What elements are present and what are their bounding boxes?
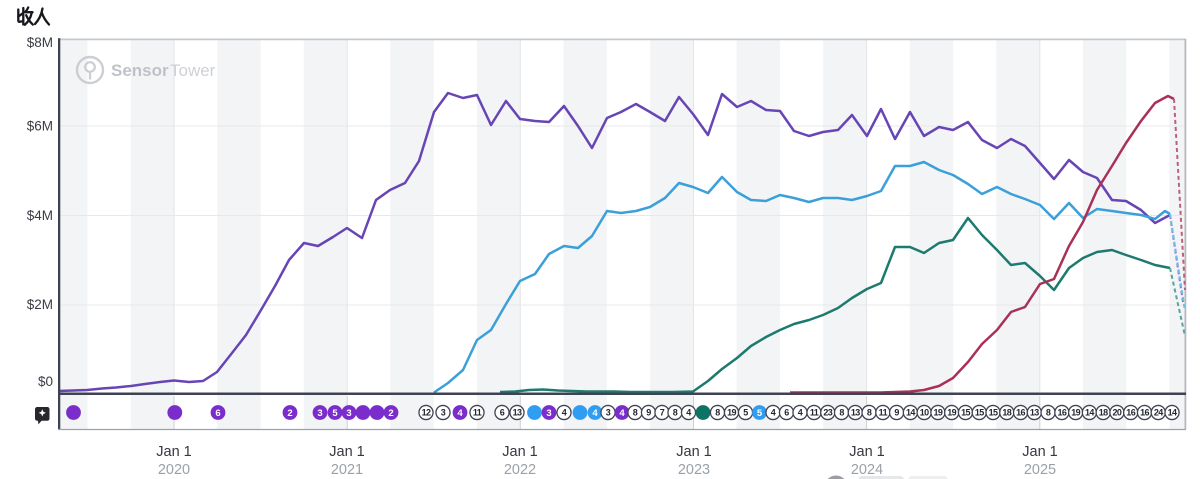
svg-text:20: 20 [1113, 408, 1122, 418]
svg-text:8: 8 [839, 408, 844, 418]
svg-text:Jan 1: Jan 1 [502, 444, 537, 460]
svg-text:4: 4 [562, 408, 567, 418]
svg-text:23: 23 [823, 408, 832, 418]
svg-text:7: 7 [660, 408, 665, 418]
svg-text:16: 16 [1126, 408, 1135, 418]
svg-text:2021: 2021 [331, 462, 363, 478]
svg-text:16: 16 [1140, 408, 1149, 418]
svg-text:$8M: $8M [27, 35, 53, 50]
svg-text:15: 15 [989, 408, 998, 418]
svg-text:Jan 1: Jan 1 [329, 444, 364, 460]
svg-text:$2M: $2M [27, 297, 53, 312]
svg-text:4: 4 [798, 408, 803, 418]
svg-text:$4M: $4M [27, 208, 53, 223]
svg-text:2020: 2020 [158, 462, 190, 478]
svg-text:19: 19 [947, 408, 956, 418]
svg-text:18: 18 [1002, 408, 1011, 418]
svg-text:3: 3 [346, 408, 351, 419]
svg-text:2022: 2022 [504, 462, 536, 478]
svg-text:8: 8 [1046, 408, 1051, 418]
svg-text:13: 13 [513, 408, 522, 418]
svg-text:15: 15 [975, 408, 984, 418]
svg-text:4: 4 [619, 408, 625, 419]
svg-text:11: 11 [879, 408, 888, 418]
svg-text:4: 4 [771, 408, 776, 418]
svg-text:5: 5 [757, 408, 763, 419]
svg-text:11: 11 [473, 408, 482, 418]
svg-text:Jan 1: Jan 1 [1022, 444, 1057, 460]
svg-text:14: 14 [1168, 408, 1177, 418]
svg-text:19: 19 [934, 408, 943, 418]
svg-text:8: 8 [633, 408, 638, 418]
svg-text:12: 12 [422, 408, 431, 418]
svg-text:$6M: $6M [27, 119, 53, 134]
svg-text:Tower: Tower [170, 61, 216, 80]
svg-text:2: 2 [388, 408, 393, 419]
svg-text:Jan 1: Jan 1 [156, 444, 191, 460]
svg-text:3: 3 [441, 408, 446, 418]
svg-text:4: 4 [457, 408, 463, 419]
svg-text:2024: 2024 [851, 462, 883, 478]
svg-text:6: 6 [784, 408, 789, 418]
svg-text:10: 10 [920, 408, 929, 418]
svg-text:8: 8 [673, 408, 678, 418]
svg-text:3: 3 [606, 408, 611, 418]
svg-text:3: 3 [546, 408, 551, 419]
svg-text:6: 6 [500, 408, 505, 418]
svg-text:16: 16 [1057, 408, 1066, 418]
svg-text:14: 14 [1085, 408, 1094, 418]
svg-text:5: 5 [332, 408, 338, 419]
svg-text:6: 6 [215, 408, 220, 419]
svg-text:5: 5 [743, 408, 748, 418]
svg-text:8: 8 [867, 408, 872, 418]
svg-text:2023: 2023 [678, 462, 710, 478]
svg-text:2025: 2025 [1024, 462, 1056, 478]
svg-text:3: 3 [317, 408, 322, 419]
svg-text:4: 4 [686, 408, 691, 418]
svg-text:8: 8 [715, 408, 720, 418]
svg-text:13: 13 [851, 408, 860, 418]
svg-text:16: 16 [1016, 408, 1025, 418]
svg-text:Jan 1: Jan 1 [676, 444, 711, 460]
svg-text:13: 13 [1030, 408, 1039, 418]
svg-text:Jan 1: Jan 1 [849, 444, 884, 460]
svg-text:9: 9 [646, 408, 651, 418]
svg-text:4: 4 [592, 408, 598, 419]
svg-text:Sensor: Sensor [111, 61, 169, 80]
svg-text:2: 2 [287, 408, 292, 419]
svg-text:11: 11 [810, 408, 819, 418]
svg-text:19: 19 [1071, 408, 1080, 418]
svg-text:24: 24 [1154, 408, 1163, 418]
svg-text:19: 19 [727, 408, 736, 418]
svg-text:18: 18 [1099, 408, 1108, 418]
svg-text:15: 15 [961, 408, 970, 418]
svg-text:9: 9 [894, 408, 899, 418]
svg-text:$0: $0 [38, 374, 53, 389]
svg-text:14: 14 [906, 408, 915, 418]
